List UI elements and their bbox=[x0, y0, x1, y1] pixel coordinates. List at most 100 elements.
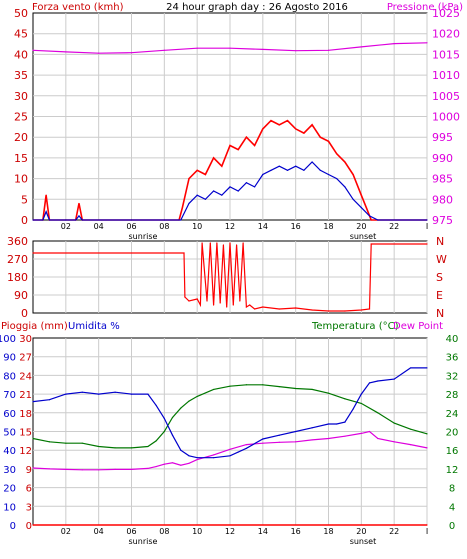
wind-gust-series-point-27 bbox=[311, 124, 313, 126]
humidity-series-point-8 bbox=[155, 404, 157, 406]
direction-series-point-14 bbox=[229, 242, 231, 244]
direction-series-point-13 bbox=[226, 306, 228, 308]
dewpoint-series-point-23 bbox=[360, 432, 362, 434]
wind-ytick-9: 45 bbox=[14, 28, 28, 41]
wind-avg-series-point-24 bbox=[295, 165, 297, 167]
dewpoint-series-point-21 bbox=[327, 437, 330, 440]
pressure-ytick-6: 1005 bbox=[432, 90, 460, 103]
wind-xtick-6: 14 bbox=[258, 222, 268, 231]
temperature-series-point-23 bbox=[360, 402, 362, 405]
humidity-ytick-5: 50 bbox=[3, 428, 16, 439]
direction-series-point-23 bbox=[278, 308, 280, 310]
humidity-series-point-29 bbox=[393, 378, 395, 380]
humidity-series-point-28 bbox=[377, 380, 379, 382]
pressure-series-point-12 bbox=[426, 42, 428, 44]
wind-avg-series-point-35 bbox=[426, 219, 428, 221]
rain-series-point-1 bbox=[426, 524, 428, 526]
pressure-ytick-7: 1010 bbox=[432, 69, 460, 82]
sunrise-label: sunrise bbox=[129, 232, 158, 241]
humidity-ytick-1: 90 bbox=[3, 353, 16, 364]
direction-series-point-29 bbox=[368, 308, 371, 310]
wind-avg-series-point-20 bbox=[262, 173, 264, 176]
wind-xtick-9: 20 bbox=[356, 222, 366, 231]
temperature-series-point-8 bbox=[155, 440, 157, 442]
wind-gust-series-point-26 bbox=[303, 132, 305, 134]
pressure-ytick-4: 995 bbox=[432, 131, 453, 144]
wind-xtick-4: 10 bbox=[192, 222, 202, 231]
sunset-label: sunset bbox=[350, 232, 377, 241]
temperature-series-point-24 bbox=[377, 412, 379, 414]
dewpoint-axis-title: Dew Point bbox=[393, 321, 443, 332]
temperature-series-point-15 bbox=[229, 385, 231, 387]
wind-gust-series-point-6 bbox=[78, 202, 80, 205]
pressure-series-point-9 bbox=[327, 49, 330, 51]
dir-ytick-4: 0 bbox=[21, 307, 28, 320]
rain-ytick-2: 24 bbox=[19, 371, 32, 382]
humidity-ytick-10: 0 bbox=[10, 521, 16, 532]
dewpoint-series-point-0 bbox=[32, 467, 34, 469]
humidity-series-point-22 bbox=[327, 423, 330, 425]
temp-xtick-8: 18 bbox=[323, 527, 333, 536]
dewpoint-series-point-12 bbox=[188, 462, 190, 464]
compass-ytick-2: S bbox=[436, 271, 443, 284]
wind-ytick-4: 20 bbox=[14, 131, 28, 144]
dir-ytick-0: 360 bbox=[7, 235, 28, 248]
humidity-series-point-1 bbox=[48, 399, 51, 401]
temp-ytick-3: 28 bbox=[446, 390, 459, 401]
wind-gust-series-point-35 bbox=[370, 219, 372, 221]
wind-avg-series-point-2 bbox=[45, 211, 47, 213]
dewpoint-series-point-24 bbox=[368, 430, 371, 433]
direction-series bbox=[33, 242, 427, 312]
temperature-series-point-12 bbox=[188, 400, 190, 402]
humidity-series-point-20 bbox=[295, 430, 297, 433]
wind-avg-series-point-31 bbox=[352, 198, 354, 200]
temp-xtick-4: 10 bbox=[192, 527, 202, 536]
direction-series-point-5 bbox=[199, 304, 202, 306]
humidity-series-point-25 bbox=[352, 408, 354, 410]
wind-xtick-2: 06 bbox=[126, 222, 136, 231]
temp-ytick-4: 24 bbox=[446, 409, 459, 420]
temperature-series-point-17 bbox=[262, 384, 264, 386]
dewpoint-series-point-5 bbox=[114, 468, 116, 470]
humidity-ytick-6: 40 bbox=[3, 446, 16, 457]
temperature-series-point-19 bbox=[295, 387, 297, 390]
dewpoint-series-point-10 bbox=[171, 462, 174, 464]
pressure-ytick-8: 1015 bbox=[432, 48, 460, 61]
dewpoint-series-point-20 bbox=[311, 439, 313, 441]
temp-xtick-3: 08 bbox=[159, 527, 169, 536]
temp-xtick-7: 16 bbox=[291, 527, 301, 536]
humidity-series-point-30 bbox=[409, 367, 412, 369]
wind-gust-series-point-17 bbox=[229, 144, 231, 147]
temp-xtick-1: 04 bbox=[94, 527, 104, 536]
temperature-axis-title: Temperatura (°C) bbox=[311, 321, 399, 332]
pressure-ytick-3: 990 bbox=[432, 152, 453, 165]
temperature-series-point-1 bbox=[48, 441, 51, 443]
dewpoint-series-point-8 bbox=[155, 465, 157, 468]
temperature-series-point-10 bbox=[171, 416, 174, 419]
wind-avg-series-point-1 bbox=[42, 219, 44, 221]
direction-series-point-8 bbox=[209, 242, 211, 244]
pressure-axis-title: Pressione (kPa) bbox=[387, 2, 463, 13]
wind-gust-series-point-14 bbox=[204, 173, 206, 176]
wind-xtick-8: 18 bbox=[323, 222, 333, 231]
humidity-series-point-3 bbox=[81, 391, 83, 393]
wind-ytick-8: 40 bbox=[14, 48, 28, 61]
wind-gust-series bbox=[33, 119, 427, 221]
direction-series-point-7 bbox=[206, 300, 208, 302]
pressure-series-point-10 bbox=[360, 46, 362, 48]
temperature-series-point-21 bbox=[327, 392, 330, 394]
temperature-series-point-26 bbox=[409, 428, 412, 430]
temp-xtick-0: 02 bbox=[61, 527, 71, 536]
dewpoint-series-point-14 bbox=[212, 454, 215, 456]
wind-avg-series-point-23 bbox=[286, 169, 289, 171]
dir-ytick-2: 180 bbox=[7, 271, 28, 284]
humidity-series-point-15 bbox=[229, 455, 231, 457]
direction-series-point-16 bbox=[235, 244, 238, 246]
wind-gust-series-point-22 bbox=[270, 120, 272, 122]
temperature-series-point-27 bbox=[426, 433, 428, 435]
humidity-series-point-12 bbox=[188, 455, 190, 457]
humidity-ytick-9: 10 bbox=[3, 502, 16, 513]
temperature-series-point-3 bbox=[81, 442, 83, 444]
temp-ytick-7: 12 bbox=[446, 465, 459, 476]
